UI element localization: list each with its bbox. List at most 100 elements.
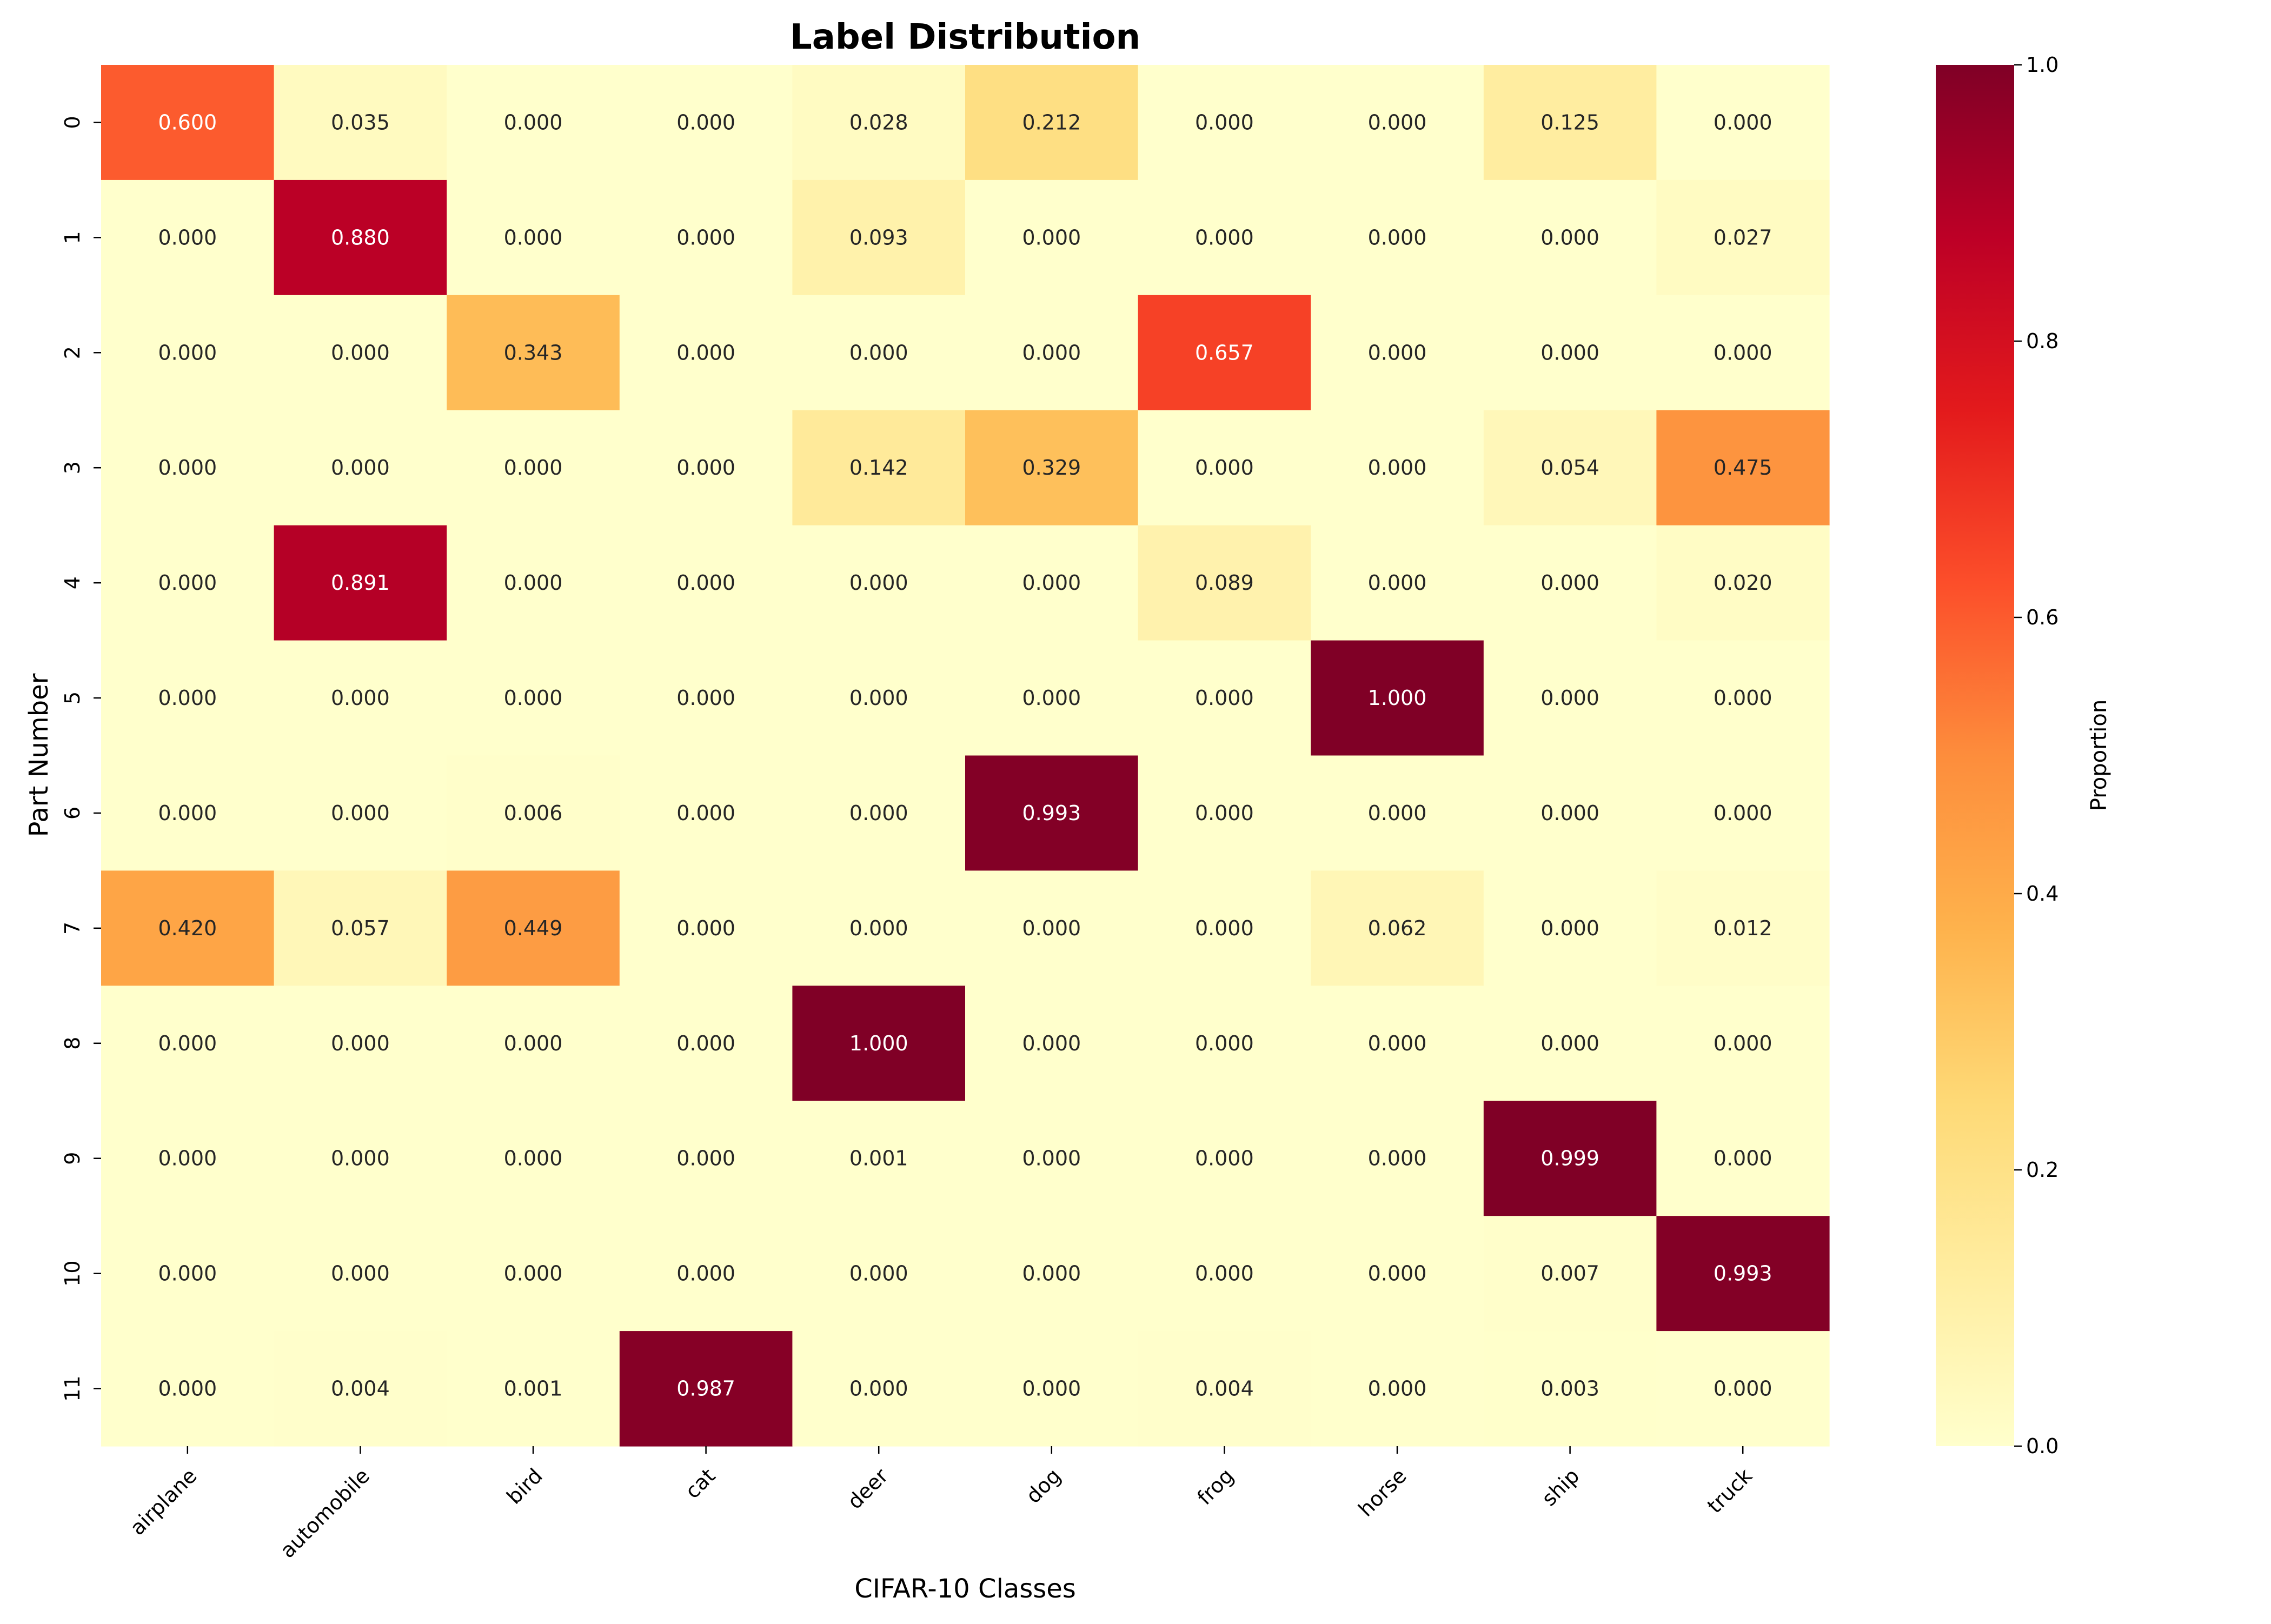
- heatmap-cell: [101, 640, 275, 756]
- heatmap-cell: [101, 410, 275, 526]
- heatmap-cell: [274, 640, 447, 756]
- cell-value-label: 0.000: [1195, 916, 1254, 940]
- heatmap-cell: [1311, 1101, 1484, 1216]
- cell-value-label: 0.000: [1540, 801, 1599, 825]
- heatmap-cell: [1311, 640, 1484, 756]
- heatmap-cell: [619, 1331, 793, 1447]
- cell-value-label: 0.000: [1714, 801, 1772, 825]
- heatmap-cell: [965, 986, 1139, 1101]
- cell-value-label: 0.000: [331, 456, 390, 480]
- heatmap-cell: [1138, 1216, 1311, 1332]
- cell-value-label: 0.000: [849, 1262, 908, 1286]
- heatmap-cell: [274, 65, 447, 181]
- colorbar-tick-label: 0.0: [2026, 1434, 2058, 1458]
- y-tick-label: 1: [61, 231, 84, 244]
- heatmap-cell: [274, 179, 447, 296]
- heatmap-cell: [274, 410, 447, 526]
- x-axis: airplane automobile bird cat deer dog frog hors…: [125, 1446, 1757, 1562]
- cell-value-label: 0.657: [1195, 341, 1254, 364]
- cell-value-label: 0.000: [158, 1377, 217, 1401]
- cell-value-label: 0.000: [1368, 801, 1427, 825]
- x-tick-label: airplane: [125, 1464, 202, 1540]
- cell-value-label: 0.000: [1540, 916, 1599, 940]
- heatmap-cell: [1483, 640, 1657, 756]
- heatmap-cell: [1311, 1216, 1484, 1332]
- cell-value-label: 0.000: [1195, 225, 1254, 249]
- heatmap-cell: [447, 410, 620, 526]
- colorbar-label: Proportion: [2087, 700, 2111, 811]
- cell-value-label: 0.000: [1368, 456, 1427, 480]
- heatmap-cell: [1483, 986, 1657, 1101]
- heatmap-cell: [274, 870, 447, 986]
- heatmap-cell: [274, 525, 447, 641]
- heatmap-cell: [1656, 65, 1830, 181]
- cell-value-label: 0.125: [1540, 110, 1599, 134]
- cell-value-label: 0.343: [504, 341, 563, 364]
- cell-value-label: 0.000: [1195, 801, 1254, 825]
- heatmap-cell: [1656, 1216, 1830, 1332]
- cell-value-label: 0.004: [1195, 1377, 1254, 1401]
- cell-value-label: 0.000: [1195, 456, 1254, 480]
- heatmap-cell: [1138, 410, 1311, 526]
- cell-value-label: 0.000: [1368, 1031, 1427, 1055]
- cell-value-label: 0.000: [1714, 1147, 1772, 1170]
- cell-value-label: 0.000: [504, 686, 563, 710]
- heatmap-cell: [1311, 179, 1484, 296]
- cell-value-label: 0.000: [1714, 341, 1772, 364]
- heatmap-cell: [1656, 410, 1830, 526]
- heatmap-cell: [1656, 870, 1830, 986]
- cell-value-label: 0.000: [331, 1262, 390, 1286]
- heatmap-cell: [1483, 410, 1657, 526]
- cell-value-label: 0.000: [1022, 916, 1081, 940]
- heatmap-cell: [965, 295, 1139, 411]
- cell-value-label: 0.006: [504, 801, 563, 825]
- cell-value-label: 0.000: [1022, 1031, 1081, 1055]
- heatmap-cell: [1311, 1331, 1484, 1447]
- cell-value-label: 0.000: [504, 571, 563, 595]
- cell-value-label: 0.062: [1368, 916, 1427, 940]
- x-tick-label: bird: [502, 1464, 547, 1509]
- cell-value-label: 0.600: [158, 110, 217, 134]
- cell-value-label: 0.000: [676, 801, 735, 825]
- heatmap-cell: [792, 65, 966, 181]
- y-axis-label: Part Number: [24, 673, 54, 837]
- heatmap-cell: [965, 410, 1139, 526]
- heatmap-cell: [1656, 1101, 1830, 1216]
- heatmap-cell: [447, 755, 620, 871]
- cell-value-label: 0.000: [849, 916, 908, 940]
- heatmap-cell: [965, 870, 1139, 986]
- cell-value-label: 0.000: [158, 686, 217, 710]
- cell-value-label: 0.987: [676, 1377, 735, 1401]
- cell-value-label: 0.000: [1368, 225, 1427, 249]
- cell-value-label: 0.000: [1195, 686, 1254, 710]
- cell-value-label: 0.000: [1195, 1262, 1254, 1286]
- heatmap-cell: [619, 640, 793, 756]
- cell-value-label: 0.000: [1368, 1377, 1427, 1401]
- heatmap-cell: [1311, 410, 1484, 526]
- heatmap-cell: [965, 525, 1139, 641]
- heatmap-cell: [792, 640, 966, 756]
- heatmap-cell: [447, 1331, 620, 1447]
- heatmap-cell: [619, 1216, 793, 1332]
- heatmap-cell: [1138, 986, 1311, 1101]
- heatmap-cell: [965, 65, 1139, 181]
- heatmap-cell: [1138, 640, 1311, 756]
- heatmap-cell: [447, 640, 620, 756]
- x-tick-label: dog: [1021, 1464, 1066, 1508]
- cell-value-label: 0.000: [158, 1031, 217, 1055]
- heatmap-cells: [101, 65, 1830, 1447]
- heatmap-cell: [619, 295, 793, 411]
- y-tick-label: 7: [61, 922, 84, 935]
- cell-value-label: 0.000: [676, 1262, 735, 1286]
- cell-value-label: 0.212: [1022, 110, 1081, 134]
- cell-value-label: 0.000: [676, 571, 735, 595]
- cell-value-label: 0.880: [331, 225, 390, 249]
- heatmap-cell: [619, 65, 793, 181]
- heatmap-cell: [101, 179, 275, 296]
- heatmap-cell: [101, 1101, 275, 1216]
- heatmap-cell: [792, 525, 966, 641]
- heatmap-cell: [1656, 640, 1830, 756]
- heatmap-cell: [274, 755, 447, 871]
- x-tick-label: frog: [1193, 1464, 1239, 1510]
- heatmap-cell: [274, 1216, 447, 1332]
